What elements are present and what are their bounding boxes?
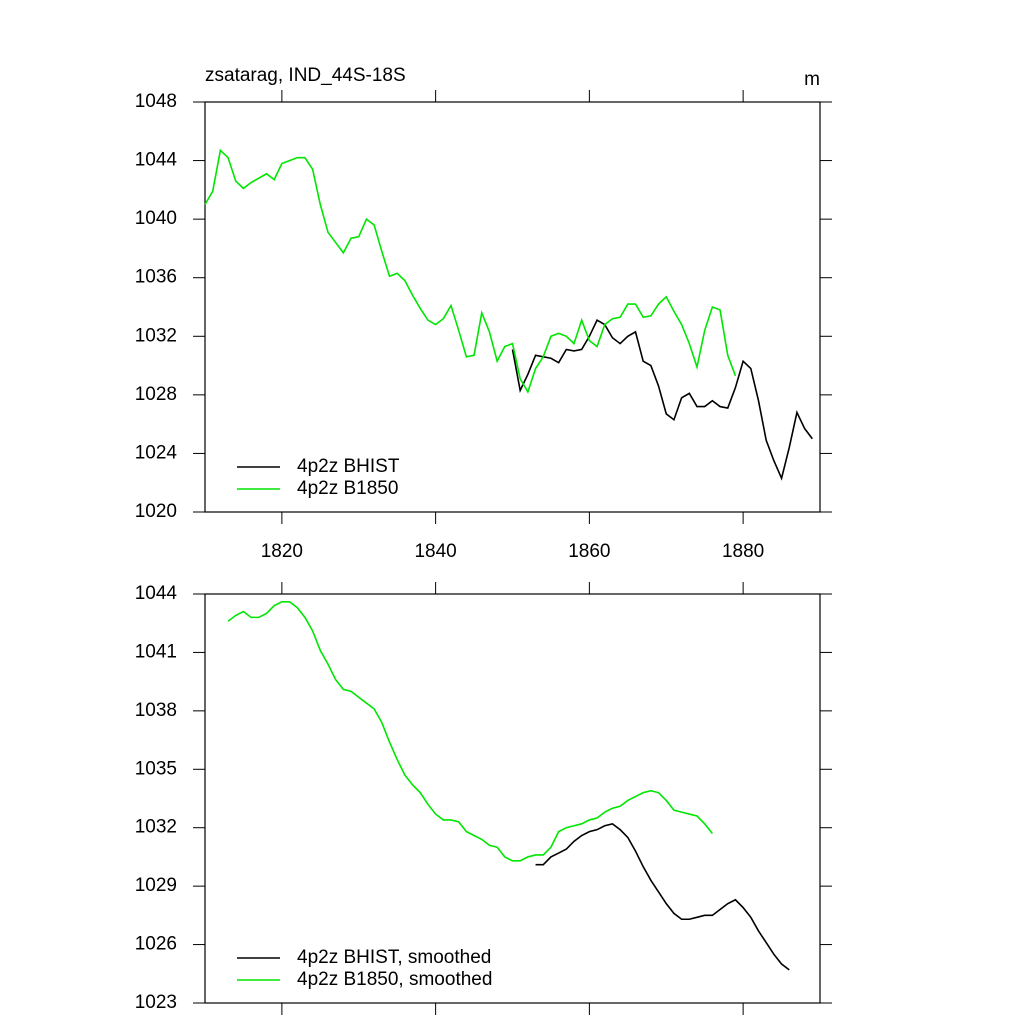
chart-title: zsatarag, IND_44S-18S [205, 65, 406, 86]
y-tick-label: 1040 [135, 208, 177, 229]
y-tick-label: 1032 [135, 817, 177, 838]
x-tick-label: 1880 [722, 541, 764, 562]
legend-label: 4p2z BHIST [297, 456, 400, 477]
y-tick-label: 1035 [135, 758, 177, 779]
y-tick-label: 1020 [135, 501, 177, 522]
y-tick-label: 1024 [135, 442, 178, 463]
y-tick-label: 1041 [135, 641, 177, 662]
x-tick-label: 1840 [414, 541, 456, 562]
y-tick-label: 1036 [135, 267, 177, 288]
units-label: m [804, 69, 820, 90]
plot-frame [204, 101, 821, 513]
legend-label: 4p2z B1850, smoothed [297, 969, 492, 990]
series-line [227, 600, 714, 862]
x-tick-label: 1860 [568, 541, 610, 562]
y-tick-label: 1044 [135, 150, 178, 171]
plot-frame [204, 593, 821, 1004]
y-tick-label: 1029 [135, 875, 177, 896]
series-line [535, 822, 790, 971]
y-tick-label: 1038 [135, 700, 177, 721]
y-tick-label: 1048 [135, 91, 177, 112]
y-tick-label: 1032 [135, 325, 177, 346]
y-tick-label: 1044 [135, 583, 178, 604]
x-tick-label: 1820 [261, 541, 303, 562]
legend-label: 4p2z BHIST, smoothed [297, 947, 491, 968]
series-line [204, 148, 737, 394]
y-tick-label: 1026 [135, 934, 177, 955]
legend-label: 4p2z B1850 [297, 478, 398, 499]
series-line [511, 319, 813, 481]
y-tick-label: 1023 [135, 992, 177, 1013]
y-tick-label: 1028 [135, 384, 177, 405]
